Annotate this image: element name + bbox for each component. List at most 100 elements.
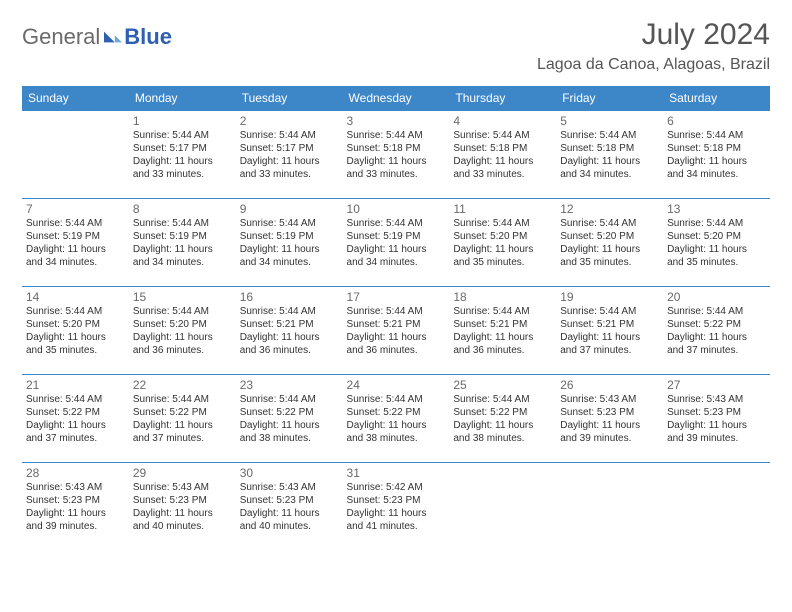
sunset-text: Sunset: 5:21 PM bbox=[560, 319, 659, 332]
sunrise-text: Sunrise: 5:44 AM bbox=[240, 306, 339, 319]
logo: General Blue bbox=[22, 24, 172, 50]
sunset-text: Sunset: 5:20 PM bbox=[453, 231, 552, 244]
calendar-cell: 23Sunrise: 5:44 AMSunset: 5:22 PMDayligh… bbox=[236, 375, 343, 463]
sunrise-text: Sunrise: 5:44 AM bbox=[26, 218, 125, 231]
sunset-text: Sunset: 5:22 PM bbox=[667, 319, 766, 332]
calendar-cell: 5Sunrise: 5:44 AMSunset: 5:18 PMDaylight… bbox=[556, 111, 663, 199]
calendar-cell: 31Sunrise: 5:42 AMSunset: 5:23 PMDayligh… bbox=[343, 463, 450, 551]
sunset-text: Sunset: 5:18 PM bbox=[560, 143, 659, 156]
sunrise-text: Sunrise: 5:44 AM bbox=[240, 130, 339, 143]
sunset-text: Sunset: 5:19 PM bbox=[133, 231, 232, 244]
daylight-text: Daylight: 11 hours and 39 minutes. bbox=[667, 420, 766, 446]
daylight-text: Daylight: 11 hours and 39 minutes. bbox=[560, 420, 659, 446]
day-number: 28 bbox=[26, 466, 125, 481]
calendar-cell: 29Sunrise: 5:43 AMSunset: 5:23 PMDayligh… bbox=[129, 463, 236, 551]
day-number: 27 bbox=[667, 378, 766, 393]
calendar-cell: 9Sunrise: 5:44 AMSunset: 5:19 PMDaylight… bbox=[236, 199, 343, 287]
day-number: 20 bbox=[667, 290, 766, 305]
sunrise-text: Sunrise: 5:44 AM bbox=[240, 394, 339, 407]
day-number: 22 bbox=[133, 378, 232, 393]
calendar-cell: 2Sunrise: 5:44 AMSunset: 5:17 PMDaylight… bbox=[236, 111, 343, 199]
sunrise-text: Sunrise: 5:44 AM bbox=[453, 218, 552, 231]
location-text: Lagoa da Canoa, Alagoas, Brazil bbox=[537, 56, 770, 74]
day-number: 21 bbox=[26, 378, 125, 393]
logo-text-general: General bbox=[22, 24, 100, 50]
sunrise-text: Sunrise: 5:43 AM bbox=[560, 394, 659, 407]
logo-text-blue: Blue bbox=[124, 24, 172, 50]
sunset-text: Sunset: 5:18 PM bbox=[347, 143, 446, 156]
sunrise-text: Sunrise: 5:44 AM bbox=[347, 218, 446, 231]
daylight-text: Daylight: 11 hours and 37 minutes. bbox=[26, 420, 125, 446]
sunrise-text: Sunrise: 5:44 AM bbox=[560, 306, 659, 319]
weekday-header: Wednesday bbox=[343, 86, 450, 111]
weekday-header-row: Sunday Monday Tuesday Wednesday Thursday… bbox=[22, 86, 770, 111]
sunrise-text: Sunrise: 5:44 AM bbox=[560, 218, 659, 231]
day-number: 2 bbox=[240, 114, 339, 129]
daylight-text: Daylight: 11 hours and 33 minutes. bbox=[240, 156, 339, 182]
daylight-text: Daylight: 11 hours and 36 minutes. bbox=[240, 332, 339, 358]
daylight-text: Daylight: 11 hours and 40 minutes. bbox=[133, 508, 232, 534]
day-number: 14 bbox=[26, 290, 125, 305]
day-number: 16 bbox=[240, 290, 339, 305]
day-number: 8 bbox=[133, 202, 232, 217]
sunset-text: Sunset: 5:22 PM bbox=[347, 407, 446, 420]
day-number: 23 bbox=[240, 378, 339, 393]
daylight-text: Daylight: 11 hours and 37 minutes. bbox=[667, 332, 766, 358]
daylight-text: Daylight: 11 hours and 35 minutes. bbox=[667, 244, 766, 270]
day-number: 7 bbox=[26, 202, 125, 217]
sunrise-text: Sunrise: 5:44 AM bbox=[667, 130, 766, 143]
day-number: 31 bbox=[347, 466, 446, 481]
daylight-text: Daylight: 11 hours and 33 minutes. bbox=[133, 156, 232, 182]
sunrise-text: Sunrise: 5:43 AM bbox=[133, 482, 232, 495]
day-number: 6 bbox=[667, 114, 766, 129]
sunrise-text: Sunrise: 5:44 AM bbox=[347, 130, 446, 143]
daylight-text: Daylight: 11 hours and 35 minutes. bbox=[560, 244, 659, 270]
sunrise-text: Sunrise: 5:42 AM bbox=[347, 482, 446, 495]
calendar-cell bbox=[22, 111, 129, 199]
calendar-cell: 8Sunrise: 5:44 AMSunset: 5:19 PMDaylight… bbox=[129, 199, 236, 287]
weekday-header: Saturday bbox=[663, 86, 770, 111]
daylight-text: Daylight: 11 hours and 38 minutes. bbox=[347, 420, 446, 446]
calendar-cell: 27Sunrise: 5:43 AMSunset: 5:23 PMDayligh… bbox=[663, 375, 770, 463]
daylight-text: Daylight: 11 hours and 33 minutes. bbox=[347, 156, 446, 182]
calendar-cell: 19Sunrise: 5:44 AMSunset: 5:21 PMDayligh… bbox=[556, 287, 663, 375]
daylight-text: Daylight: 11 hours and 37 minutes. bbox=[133, 420, 232, 446]
day-number: 9 bbox=[240, 202, 339, 217]
calendar-cell: 15Sunrise: 5:44 AMSunset: 5:20 PMDayligh… bbox=[129, 287, 236, 375]
daylight-text: Daylight: 11 hours and 35 minutes. bbox=[453, 244, 552, 270]
calendar-cell: 14Sunrise: 5:44 AMSunset: 5:20 PMDayligh… bbox=[22, 287, 129, 375]
weekday-header: Tuesday bbox=[236, 86, 343, 111]
day-number: 29 bbox=[133, 466, 232, 481]
day-number: 25 bbox=[453, 378, 552, 393]
daylight-text: Daylight: 11 hours and 36 minutes. bbox=[453, 332, 552, 358]
calendar-cell: 25Sunrise: 5:44 AMSunset: 5:22 PMDayligh… bbox=[449, 375, 556, 463]
sunset-text: Sunset: 5:22 PM bbox=[26, 407, 125, 420]
day-number: 5 bbox=[560, 114, 659, 129]
sunset-text: Sunset: 5:19 PM bbox=[347, 231, 446, 244]
calendar-cell: 20Sunrise: 5:44 AMSunset: 5:22 PMDayligh… bbox=[663, 287, 770, 375]
sunset-text: Sunset: 5:22 PM bbox=[240, 407, 339, 420]
sunrise-text: Sunrise: 5:44 AM bbox=[347, 394, 446, 407]
sunrise-text: Sunrise: 5:44 AM bbox=[347, 306, 446, 319]
daylight-text: Daylight: 11 hours and 36 minutes. bbox=[347, 332, 446, 358]
calendar-cell: 16Sunrise: 5:44 AMSunset: 5:21 PMDayligh… bbox=[236, 287, 343, 375]
daylight-text: Daylight: 11 hours and 33 minutes. bbox=[453, 156, 552, 182]
calendar-cell: 17Sunrise: 5:44 AMSunset: 5:21 PMDayligh… bbox=[343, 287, 450, 375]
daylight-text: Daylight: 11 hours and 41 minutes. bbox=[347, 508, 446, 534]
sunrise-text: Sunrise: 5:44 AM bbox=[560, 130, 659, 143]
sunset-text: Sunset: 5:20 PM bbox=[667, 231, 766, 244]
sunset-text: Sunset: 5:23 PM bbox=[347, 495, 446, 508]
daylight-text: Daylight: 11 hours and 37 minutes. bbox=[560, 332, 659, 358]
day-number: 19 bbox=[560, 290, 659, 305]
sunrise-text: Sunrise: 5:44 AM bbox=[133, 306, 232, 319]
sunset-text: Sunset: 5:17 PM bbox=[240, 143, 339, 156]
sunrise-text: Sunrise: 5:44 AM bbox=[133, 130, 232, 143]
sunset-text: Sunset: 5:23 PM bbox=[133, 495, 232, 508]
calendar-cell: 7Sunrise: 5:44 AMSunset: 5:19 PMDaylight… bbox=[22, 199, 129, 287]
daylight-text: Daylight: 11 hours and 35 minutes. bbox=[26, 332, 125, 358]
sunrise-text: Sunrise: 5:44 AM bbox=[26, 394, 125, 407]
day-number: 1 bbox=[133, 114, 232, 129]
calendar-cell: 18Sunrise: 5:44 AMSunset: 5:21 PMDayligh… bbox=[449, 287, 556, 375]
sunset-text: Sunset: 5:22 PM bbox=[133, 407, 232, 420]
sunrise-text: Sunrise: 5:43 AM bbox=[667, 394, 766, 407]
